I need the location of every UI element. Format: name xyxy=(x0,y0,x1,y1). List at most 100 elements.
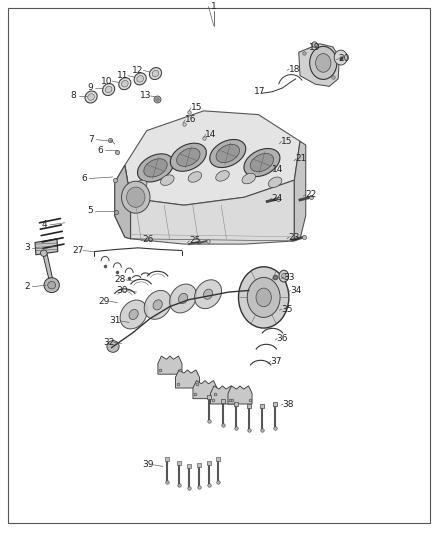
Ellipse shape xyxy=(250,154,274,172)
Ellipse shape xyxy=(203,289,213,300)
Polygon shape xyxy=(228,386,252,404)
Text: 9: 9 xyxy=(87,84,93,92)
Ellipse shape xyxy=(120,300,147,329)
Text: 13: 13 xyxy=(140,92,151,100)
Text: 6: 6 xyxy=(97,146,103,155)
Polygon shape xyxy=(175,370,200,388)
Ellipse shape xyxy=(282,273,286,279)
Polygon shape xyxy=(131,180,294,244)
Ellipse shape xyxy=(153,300,162,310)
Text: 33: 33 xyxy=(283,273,295,281)
Ellipse shape xyxy=(161,175,174,185)
Ellipse shape xyxy=(149,68,162,79)
Text: 14: 14 xyxy=(205,130,217,139)
Text: 37: 37 xyxy=(270,357,282,366)
Ellipse shape xyxy=(242,173,255,184)
Text: 28: 28 xyxy=(115,276,126,284)
Ellipse shape xyxy=(152,70,159,77)
Ellipse shape xyxy=(256,288,271,307)
Text: 26: 26 xyxy=(142,236,154,244)
Ellipse shape xyxy=(129,309,138,320)
Text: 5: 5 xyxy=(87,206,93,215)
Text: 34: 34 xyxy=(290,286,301,295)
Text: 23: 23 xyxy=(289,233,300,241)
Ellipse shape xyxy=(238,267,289,328)
Ellipse shape xyxy=(216,171,229,181)
Text: 18: 18 xyxy=(289,65,300,74)
Text: 38: 38 xyxy=(283,400,294,408)
Ellipse shape xyxy=(247,278,280,318)
Polygon shape xyxy=(210,386,234,404)
Text: 10: 10 xyxy=(101,77,113,85)
Text: 15: 15 xyxy=(281,137,293,146)
Ellipse shape xyxy=(194,280,222,309)
Text: 29: 29 xyxy=(99,297,110,305)
Ellipse shape xyxy=(105,86,112,93)
Ellipse shape xyxy=(88,94,95,100)
Ellipse shape xyxy=(102,84,115,95)
Polygon shape xyxy=(299,44,339,86)
Ellipse shape xyxy=(170,284,197,313)
Text: 27: 27 xyxy=(72,246,84,255)
Text: 24: 24 xyxy=(271,194,283,203)
Ellipse shape xyxy=(178,293,188,304)
Ellipse shape xyxy=(119,78,131,90)
Ellipse shape xyxy=(310,46,337,79)
Text: 39: 39 xyxy=(142,461,154,469)
Text: 11: 11 xyxy=(117,71,128,80)
Text: 25: 25 xyxy=(189,237,201,245)
Polygon shape xyxy=(193,381,217,399)
Text: 6: 6 xyxy=(81,174,87,183)
Text: 17: 17 xyxy=(254,87,265,96)
Polygon shape xyxy=(294,141,306,241)
Text: 31: 31 xyxy=(109,317,120,325)
Ellipse shape xyxy=(170,143,206,171)
Ellipse shape xyxy=(48,281,56,289)
Ellipse shape xyxy=(134,180,147,191)
Text: 19: 19 xyxy=(309,44,320,52)
Ellipse shape xyxy=(134,73,146,85)
Ellipse shape xyxy=(279,270,289,282)
Ellipse shape xyxy=(137,76,144,82)
Ellipse shape xyxy=(41,250,47,256)
Text: 22: 22 xyxy=(305,190,317,199)
Text: 8: 8 xyxy=(71,92,77,100)
Text: 14: 14 xyxy=(272,165,284,174)
Text: 30: 30 xyxy=(116,286,127,295)
Ellipse shape xyxy=(121,181,150,213)
Polygon shape xyxy=(125,111,300,205)
Ellipse shape xyxy=(334,50,347,65)
Polygon shape xyxy=(42,252,53,285)
Polygon shape xyxy=(115,165,131,239)
Ellipse shape xyxy=(107,341,119,352)
Text: 7: 7 xyxy=(88,135,94,144)
Text: 21: 21 xyxy=(296,155,307,163)
Text: 16: 16 xyxy=(185,116,196,124)
Ellipse shape xyxy=(144,159,167,177)
Text: 1: 1 xyxy=(211,2,217,11)
Text: 20: 20 xyxy=(338,54,350,63)
Ellipse shape xyxy=(315,54,331,72)
Ellipse shape xyxy=(144,290,171,319)
Polygon shape xyxy=(115,165,131,239)
Ellipse shape xyxy=(210,140,246,167)
Text: 32: 32 xyxy=(103,338,114,346)
Text: 36: 36 xyxy=(277,334,288,343)
Ellipse shape xyxy=(85,91,97,103)
Ellipse shape xyxy=(244,149,280,176)
Text: 35: 35 xyxy=(281,305,293,313)
Text: 3: 3 xyxy=(24,244,30,252)
Ellipse shape xyxy=(216,144,240,163)
Text: 12: 12 xyxy=(132,66,144,75)
Polygon shape xyxy=(35,239,58,255)
Ellipse shape xyxy=(188,172,201,182)
Ellipse shape xyxy=(44,278,59,293)
Ellipse shape xyxy=(127,187,145,207)
Polygon shape xyxy=(158,356,182,374)
Ellipse shape xyxy=(138,154,173,182)
Ellipse shape xyxy=(268,177,282,188)
Ellipse shape xyxy=(177,148,200,166)
Text: 15: 15 xyxy=(191,103,202,112)
Text: 2: 2 xyxy=(25,282,30,291)
Text: 4: 4 xyxy=(42,221,47,229)
